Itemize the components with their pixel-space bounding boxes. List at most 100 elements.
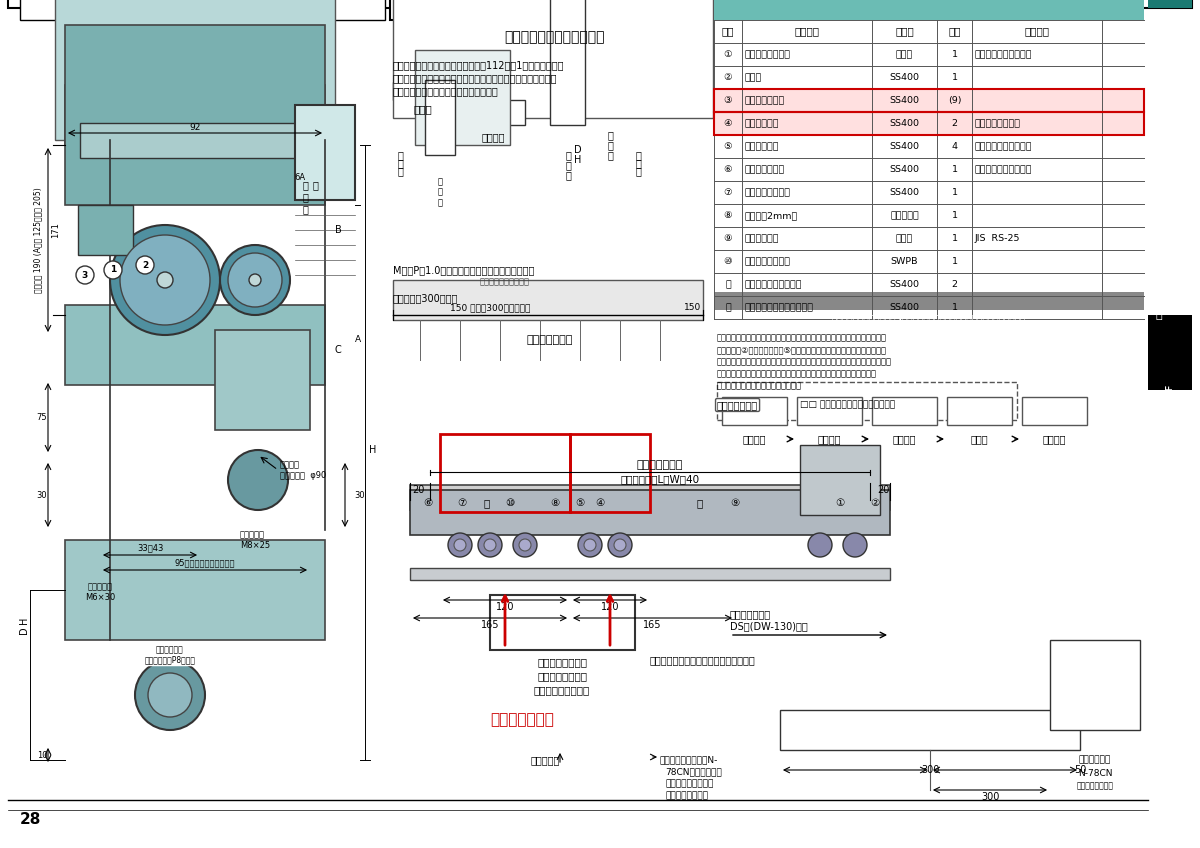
Text: ▲: ▲ [1154, 70, 1163, 80]
Text: ボールベアリング入り: ボールベアリング入り [974, 142, 1032, 151]
Text: ・: ・ [1156, 290, 1163, 300]
Text: SS400: SS400 [889, 280, 919, 289]
Text: 30: 30 [355, 490, 365, 499]
Bar [714, 204, 1144, 227]
Text: 1: 1 [952, 234, 958, 243]
Bar [714, 250, 1144, 273]
Text: 300: 300 [920, 765, 940, 775]
Text: チェンスプリング: チェンスプリング [745, 257, 791, 266]
Text: 火: 火 [565, 160, 571, 170]
Text: サッシ内幅　Ｗ: サッシ内幅 Ｗ [527, 335, 574, 345]
Circle shape [578, 533, 602, 557]
Text: 20: 20 [412, 485, 424, 495]
Circle shape [808, 533, 832, 557]
Text: 材　質: 材 質 [895, 26, 914, 36]
Bar [797, 397, 862, 425]
Text: 10: 10 [37, 750, 47, 760]
Text: M６（P＝1.0）タップ加工図（右、左引き共通）: M６（P＝1.0）タップ加工図（右、左引き共通） [394, 265, 534, 275]
Text: の組み合わせにより使用してください。: の組み合わせにより使用してください。 [394, 86, 499, 96]
Bar [460, 100, 526, 125]
Text: A: A [355, 336, 361, 344]
Bar [714, 89, 1144, 112]
Bar [714, 89, 1144, 112]
Text: 4: 4 [952, 142, 958, 151]
Text: レール: レール [745, 73, 762, 82]
Text: 1: 1 [952, 211, 958, 220]
Circle shape [608, 533, 632, 557]
Text: ⑥: ⑥ [724, 165, 732, 174]
Bar [215, 330, 310, 430]
Text: ⑪: ⑪ [697, 498, 703, 508]
Text: 調整寸法（300以下）: 調整寸法（300以下） [394, 293, 458, 303]
Circle shape [76, 266, 94, 284]
Bar [570, 434, 650, 512]
Text: 300: 300 [980, 792, 1000, 802]
Text: 戸: 戸 [565, 170, 571, 180]
Text: □□ 内の機器は当社負担外とする。: □□ 内の機器は当社負担外とする。 [800, 400, 895, 410]
Bar [714, 273, 1144, 296]
Text: 75: 75 [37, 412, 47, 421]
Bar [714, 112, 1144, 135]
Text: チェンスプロケット付: チェンスプロケット付 [974, 50, 1032, 59]
Text: 防: 防 [565, 150, 571, 160]
Circle shape [614, 539, 626, 551]
Text: ②: ② [724, 73, 732, 82]
Text: 合は左図のような点: 合は左図のような点 [665, 779, 713, 789]
Text: 中間方立: 中間方立 [481, 132, 505, 142]
Text: ③: ③ [724, 96, 732, 105]
Circle shape [484, 539, 496, 551]
Text: B: B [335, 225, 341, 235]
Bar [490, 595, 635, 650]
Circle shape [228, 450, 288, 510]
Text: 枠および防火戸の製作要領: 枠および防火戸の製作要領 [505, 30, 605, 44]
Text: て作動を確認してください。改善されない場合は、建物管理者、建築施: て作動を確認してください。改善されない場合は、建物管理者、建築施 [718, 369, 877, 378]
Text: ▲: ▲ [1154, 230, 1163, 240]
Text: ガイドローラ
（オプションP8参照）: ガイドローラ （オプションP8参照） [144, 645, 196, 665]
Text: 50: 50 [1074, 765, 1086, 775]
Text: 本図は点検口側から見て右引きを示す。: 本図は点検口側から見て右引きを示す。 [650, 655, 756, 665]
Text: 寄: 寄 [1156, 250, 1163, 260]
Circle shape [157, 272, 173, 288]
Bar [410, 568, 890, 580]
Circle shape [842, 533, 866, 557]
Text: ハンガーコロ: ハンガーコロ [745, 142, 780, 151]
Text: 油圧クローザ本体: 油圧クローザ本体 [538, 671, 587, 681]
Text: 個数: 個数 [948, 26, 961, 36]
Text: 品: 品 [1156, 210, 1163, 220]
Text: ソ: ソ [1156, 90, 1163, 100]
Text: 150: 150 [684, 304, 702, 313]
Text: 2: 2 [952, 119, 958, 128]
Bar [65, 25, 325, 205]
Text: C: C [335, 345, 341, 355]
Text: 参考図: 参考図 [414, 104, 432, 114]
Text: D: D [574, 145, 582, 155]
Text: 120: 120 [601, 602, 619, 612]
Text: 1: 1 [952, 50, 958, 59]
Circle shape [148, 673, 192, 717]
Text: 市販品: 市販品 [896, 234, 913, 243]
Text: SCF-50F,80F,80UF: SCF-50F,80F,80UF [1165, 383, 1175, 472]
Text: 工業者又は当社へ連絡してください。: 工業者又は当社へ連絡してください。 [718, 381, 802, 390]
Text: 検: 検 [302, 192, 308, 202]
Text: 火: 火 [607, 140, 613, 150]
Text: ワイヤ・チエン取付板: ワイヤ・チエン取付板 [745, 280, 803, 289]
Text: 165: 165 [481, 620, 499, 630]
Text: ⑦: ⑦ [724, 188, 732, 197]
Text: 枠: 枠 [635, 166, 641, 176]
Text: 組立品: 組立品 [896, 50, 913, 59]
Text: SS400: SS400 [889, 119, 919, 128]
Text: （自動閉鎖装置）: （自動閉鎖装置） [1076, 782, 1114, 790]
Text: は右側にあります。: は右側にあります。 [534, 685, 590, 695]
Text: 左右にかかわらず: 左右にかかわらず [538, 657, 587, 667]
Bar [78, 205, 133, 255]
Bar [714, 292, 1144, 310]
Circle shape [228, 253, 282, 307]
Text: ドアハンガー: ドアハンガー [745, 119, 780, 128]
Text: 1: 1 [952, 188, 958, 197]
Text: 1: 1 [952, 257, 958, 266]
Bar [415, 50, 510, 145]
Text: いか確認してください。付着していた場合には、ゴミ等を乾いた布で拭き取っ: いか確認してください。付着していた場合には、ゴミ等を乾いた布で拭き取っ [718, 357, 892, 366]
Text: 1: 1 [952, 73, 958, 82]
Bar [714, 66, 1144, 89]
Text: ⑤: ⑤ [575, 498, 584, 508]
